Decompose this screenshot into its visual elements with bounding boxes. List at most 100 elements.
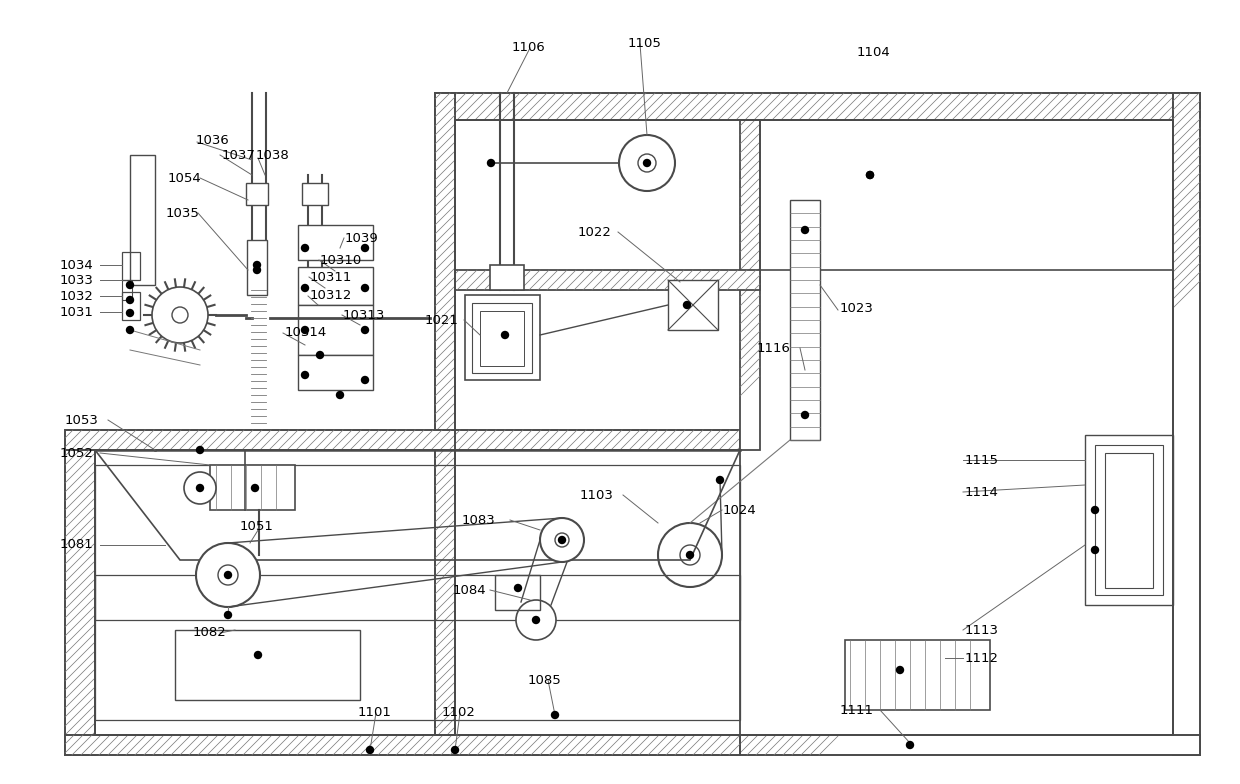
- Circle shape: [224, 572, 232, 579]
- Text: 1035: 1035: [166, 206, 200, 220]
- Text: 1054: 1054: [167, 172, 202, 184]
- Circle shape: [362, 285, 368, 292]
- Circle shape: [301, 372, 309, 379]
- Text: 10310: 10310: [320, 253, 362, 267]
- Circle shape: [644, 159, 651, 166]
- Circle shape: [897, 666, 904, 673]
- Circle shape: [126, 281, 134, 289]
- Text: 1032: 1032: [60, 289, 94, 303]
- Text: 1101: 1101: [358, 706, 392, 720]
- Circle shape: [252, 485, 258, 492]
- Bar: [95, 465, 740, 720]
- Bar: [1173, 93, 1200, 755]
- Text: 1106: 1106: [512, 41, 546, 53]
- Bar: [298, 267, 373, 305]
- Circle shape: [362, 376, 368, 383]
- Text: 1105: 1105: [627, 37, 662, 49]
- Circle shape: [801, 412, 808, 419]
- Circle shape: [532, 616, 539, 623]
- Text: 1036: 1036: [196, 133, 229, 147]
- Bar: [495, 575, 539, 610]
- Circle shape: [556, 533, 569, 547]
- Circle shape: [658, 523, 722, 587]
- Bar: [472, 303, 532, 373]
- Text: 1102: 1102: [441, 706, 476, 720]
- Bar: [247, 240, 267, 295]
- Bar: [480, 311, 525, 366]
- Bar: [95, 575, 740, 620]
- Circle shape: [196, 543, 260, 607]
- Bar: [455, 270, 760, 290]
- Text: 1052: 1052: [60, 447, 94, 459]
- Bar: [740, 120, 760, 450]
- Bar: [1085, 435, 1173, 605]
- Circle shape: [316, 351, 324, 358]
- Bar: [298, 225, 373, 260]
- Text: 1111: 1111: [839, 703, 874, 717]
- Circle shape: [196, 485, 203, 492]
- Text: 1053: 1053: [64, 413, 99, 426]
- Circle shape: [367, 746, 373, 753]
- Circle shape: [224, 612, 232, 619]
- Text: 1033: 1033: [60, 274, 94, 286]
- Bar: [465, 295, 539, 380]
- Circle shape: [126, 310, 134, 317]
- Text: 10313: 10313: [343, 308, 386, 321]
- Bar: [1105, 453, 1153, 588]
- Circle shape: [153, 287, 208, 343]
- Text: 10312: 10312: [310, 289, 352, 302]
- Text: 1116: 1116: [756, 342, 791, 354]
- Text: 1115: 1115: [965, 453, 999, 466]
- Bar: [435, 735, 1200, 755]
- Circle shape: [539, 518, 584, 562]
- Bar: [122, 280, 131, 300]
- Circle shape: [516, 600, 556, 640]
- Bar: [130, 155, 155, 285]
- Text: 1113: 1113: [965, 623, 999, 637]
- Circle shape: [487, 159, 495, 166]
- Circle shape: [1091, 546, 1099, 554]
- Circle shape: [126, 326, 134, 333]
- Circle shape: [451, 746, 459, 753]
- Circle shape: [687, 551, 693, 558]
- Text: 1024: 1024: [723, 503, 756, 517]
- Bar: [64, 450, 95, 755]
- Circle shape: [362, 245, 368, 252]
- Circle shape: [867, 172, 873, 179]
- Circle shape: [126, 296, 134, 303]
- Circle shape: [552, 712, 558, 718]
- Bar: [122, 252, 140, 280]
- Circle shape: [218, 565, 238, 585]
- Text: 1023: 1023: [839, 302, 874, 314]
- Bar: [760, 120, 1173, 270]
- Circle shape: [301, 245, 309, 252]
- Bar: [210, 465, 295, 510]
- Bar: [95, 450, 740, 735]
- Text: 10314: 10314: [285, 325, 327, 339]
- Bar: [175, 630, 360, 700]
- Text: 1114: 1114: [965, 485, 999, 499]
- Circle shape: [301, 285, 309, 292]
- Circle shape: [362, 326, 368, 333]
- Bar: [455, 120, 1173, 735]
- Bar: [64, 735, 740, 755]
- Text: 1104: 1104: [857, 45, 890, 59]
- Bar: [64, 430, 740, 450]
- Circle shape: [336, 391, 343, 398]
- Text: 1039: 1039: [345, 231, 378, 245]
- Circle shape: [184, 472, 216, 504]
- Circle shape: [301, 326, 309, 333]
- Text: 1112: 1112: [965, 652, 999, 665]
- Text: 10311: 10311: [310, 270, 352, 284]
- Text: 1031: 1031: [60, 306, 94, 318]
- Text: 1084: 1084: [453, 583, 486, 597]
- Circle shape: [683, 302, 691, 308]
- Circle shape: [196, 447, 203, 453]
- Circle shape: [867, 172, 873, 179]
- Circle shape: [906, 742, 914, 749]
- Circle shape: [717, 477, 723, 484]
- Bar: [790, 200, 820, 440]
- Circle shape: [639, 154, 656, 172]
- Text: 1037: 1037: [222, 148, 255, 162]
- Text: 1103: 1103: [580, 488, 614, 502]
